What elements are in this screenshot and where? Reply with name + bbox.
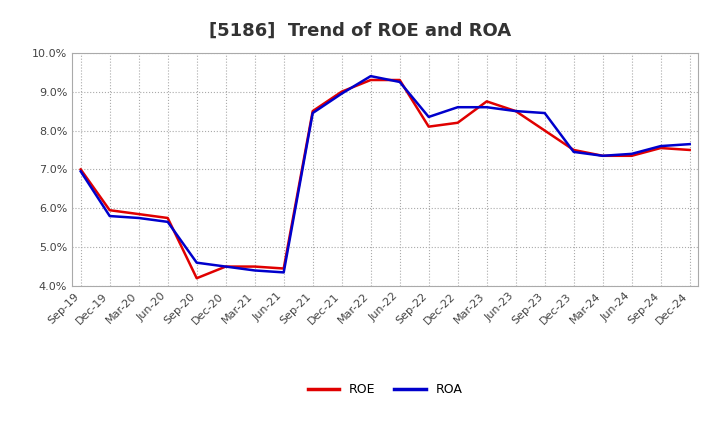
ROE xyxy=(627,153,636,158)
ROE xyxy=(598,153,607,158)
ROA xyxy=(308,110,317,116)
ROE xyxy=(395,77,404,83)
ROA xyxy=(395,79,404,84)
ROA xyxy=(482,105,491,110)
ROE xyxy=(570,147,578,153)
Legend: ROE, ROA: ROE, ROA xyxy=(303,378,467,401)
ROE xyxy=(308,108,317,114)
ROA xyxy=(338,91,346,96)
ROE xyxy=(279,266,288,271)
ROA xyxy=(135,215,143,220)
ROA xyxy=(598,153,607,158)
ROA xyxy=(221,264,230,269)
Line: ROE: ROE xyxy=(81,80,690,278)
ROE xyxy=(366,77,375,83)
ROA xyxy=(366,73,375,79)
ROA xyxy=(279,270,288,275)
Line: ROA: ROA xyxy=(81,76,690,272)
ROA xyxy=(424,114,433,120)
ROE xyxy=(192,275,201,281)
ROA xyxy=(627,151,636,157)
ROE xyxy=(163,215,172,220)
ROE xyxy=(135,212,143,217)
ROA xyxy=(570,149,578,154)
ROA xyxy=(541,110,549,116)
ROE xyxy=(454,120,462,125)
ROA xyxy=(657,143,665,149)
ROE xyxy=(541,128,549,133)
ROE xyxy=(424,124,433,129)
ROA xyxy=(163,219,172,224)
ROE xyxy=(482,99,491,104)
ROA xyxy=(454,105,462,110)
ROE xyxy=(685,147,694,153)
ROE xyxy=(657,145,665,150)
ROE xyxy=(76,167,85,172)
ROE xyxy=(105,208,114,213)
ROA xyxy=(76,169,85,174)
ROA xyxy=(192,260,201,265)
ROE xyxy=(511,108,520,114)
Text: [5186]  Trend of ROE and ROA: [5186] Trend of ROE and ROA xyxy=(209,22,511,40)
ROE xyxy=(221,264,230,269)
ROA xyxy=(685,142,694,147)
ROE xyxy=(338,89,346,94)
ROA xyxy=(251,268,259,273)
ROA xyxy=(105,213,114,219)
ROE xyxy=(251,264,259,269)
ROA xyxy=(511,108,520,114)
